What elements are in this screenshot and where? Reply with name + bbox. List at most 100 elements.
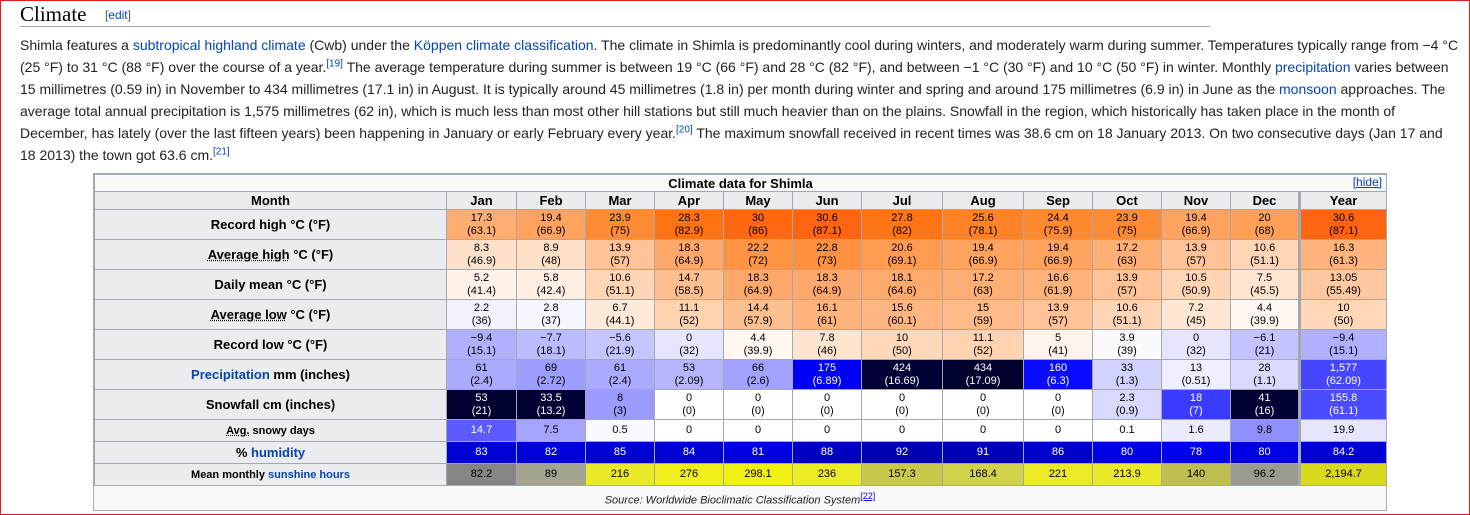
cell-metric: 5.8 [543, 271, 559, 284]
cell-imperial: (2.6) [746, 374, 770, 387]
cell-precipitation-nov: 13 (0.51) [1161, 359, 1231, 390]
cell-metric: 17.2 [1116, 241, 1138, 254]
cell-imperial: (2.72) [536, 374, 566, 387]
cell-metric: 15 [976, 301, 990, 314]
cell-average-low-year: 10 (50) [1297, 299, 1388, 330]
cell-daily-mean-may: 18.3 (64.9) [723, 269, 793, 300]
cell-metric: 66 [751, 361, 765, 374]
cell-sunshine-jul: 157.3 [861, 463, 943, 486]
row-label-humidity: % humidity [94, 441, 447, 464]
cell-imperial: (52) [973, 344, 993, 357]
link-precipitation-row[interactable]: Precipitation [191, 367, 270, 382]
cell-humidity-aug: 91 [942, 441, 1024, 464]
cell-record-high-nov: 19.4 (66.9) [1161, 209, 1231, 240]
cell-average-low-feb: 2.8 (37) [516, 299, 586, 330]
cell-metric: 8.3 [473, 241, 490, 254]
link-koppen-classification[interactable]: Köppen climate classification [413, 37, 594, 53]
row-snowy-days: Avg. snowy days 14.7 7.5 0.5 0 0 0 0 0 0 0.1 1.6 9.8… [94, 419, 1388, 442]
cell-imperial: (64.9) [812, 284, 842, 297]
section-heading: Climate [edit] [20, 2, 1210, 27]
cell-metric: 53 [682, 361, 696, 374]
hide-toggle[interactable]: [hide] [1352, 175, 1383, 190]
cell-average-high-sep: 19.4 (66.9) [1023, 239, 1093, 270]
cell-metric: 7.8 [819, 331, 835, 344]
text-run: varies between 15 millimetres (0.59 in) … [20, 59, 1449, 97]
cell-imperial: (21) [1254, 344, 1275, 357]
text-run: The average temperature during summer is… [342, 59, 1275, 75]
cell-record-low-mar: −5.6 (21.9) [585, 329, 655, 360]
month-header-may: May [723, 191, 793, 210]
cell-metric: 13.9 [1116, 271, 1138, 284]
edit-link[interactable]: edit [108, 8, 128, 22]
source-note: Source: Worldwide Bioclimatic Classifica… [94, 491, 1386, 507]
cell-metric: 18.1 [891, 271, 913, 284]
cell-imperial: (68) [1254, 224, 1275, 237]
cell-metric: 0 [1054, 391, 1062, 404]
cell-metric: 4.4 [1256, 301, 1273, 314]
link-subtropical-highland-climate[interactable]: subtropical highland climate [132, 37, 306, 53]
cell-record-low-sep: 5 (41) [1023, 329, 1093, 360]
cell-metric: 155.8 [1329, 391, 1358, 404]
cell-metric: 23.9 [609, 211, 631, 224]
cell-imperial: (0.9) [1115, 404, 1139, 417]
cell-record-high-dec: 20 (68) [1230, 209, 1300, 240]
cell-imperial: (59) [973, 314, 993, 327]
cell-average-high-mar: 13.9 (57) [585, 239, 655, 270]
cell-precipitation-sep: 160 (6.3) [1023, 359, 1093, 390]
cell-sunshine-aug: 168.4 [942, 463, 1024, 486]
cell-metric: 0 [1192, 331, 1200, 344]
text-run: Shimla features a [20, 37, 133, 53]
cell-metric: 0 [823, 391, 831, 404]
cell-record-low-dec: −6.1 (21) [1230, 329, 1300, 360]
cell-metric: 16.1 [816, 301, 838, 314]
cell-metric: 10.5 [1185, 271, 1207, 284]
citation-22[interactable]: [22] [860, 491, 876, 502]
citation-21[interactable]: [21] [213, 146, 230, 158]
cell-snowfall-oct: 2.3 (0.9) [1092, 389, 1162, 420]
cell-imperial: (1.3) [1115, 374, 1139, 387]
cell-snowy-days-may: 0 [723, 419, 793, 442]
cell-metric: 10 [895, 331, 909, 344]
cell-imperial: (6.3) [1046, 374, 1070, 387]
cell-imperial: (13.2) [536, 404, 566, 417]
cell-metric: −9.4 [1332, 331, 1355, 344]
cell-record-high-mar: 23.9 (75) [585, 209, 655, 240]
cell-metric: 61 [475, 361, 488, 374]
link-humidity[interactable]: humidity [251, 445, 306, 460]
cell-imperial: (0) [895, 404, 909, 417]
cell-metric: 19.4 [540, 211, 562, 224]
link-precipitation[interactable]: precipitation [1274, 59, 1351, 75]
cell-sunshine-feb: 89 [516, 463, 586, 486]
cell-snowfall-nov: 18 (7) [1161, 389, 1231, 420]
cell-sunshine-may: 298.1 [723, 463, 793, 486]
citation-19[interactable]: [19] [326, 58, 343, 70]
cell-average-high-aug: 19.4 (66.9) [942, 239, 1024, 270]
cell-metric: −9.4 [470, 331, 493, 344]
cell-daily-mean-jan: 5.2 (41.4) [446, 269, 517, 300]
cell-snowy-days-sep: 0 [1023, 419, 1093, 442]
citation-20[interactable]: [20] [676, 124, 693, 136]
caption-text: Climate data for Shimla [668, 175, 813, 191]
cell-snowy-days-aug: 0 [942, 419, 1024, 442]
cell-metric: 10.6 [1253, 241, 1276, 254]
cell-humidity-jul: 92 [861, 441, 943, 464]
cell-imperial: (87.1) [812, 224, 842, 237]
cell-metric: 14.4 [747, 301, 769, 314]
link-monsoon[interactable]: monsoon [1279, 81, 1337, 97]
month-header-row: Month Jan Feb Mar Apr May Jun Jul Aug Sep Oct Nov D… [94, 191, 1388, 210]
cell-metric: −6.1 [1253, 331, 1276, 344]
cell-imperial: (72) [748, 254, 768, 267]
cell-snowfall-aug: 0 (0) [942, 389, 1024, 420]
cell-metric: −5.6 [609, 331, 631, 344]
cell-imperial: (64.9) [743, 284, 773, 297]
link-sunshine[interactable]: sunshine hours [268, 468, 350, 481]
cell-metric: 424 [892, 361, 912, 374]
cell-average-high-may: 22.2 (72) [723, 239, 793, 270]
table-body: Record high °C (°F) 17.3 (63.1) 19.4 (66.9) 2… [94, 209, 1388, 486]
cell-imperial: (2.09) [674, 374, 704, 387]
cell-average-high-apr: 18.3 (64.9) [654, 239, 724, 270]
cell-sunshine-nov: 140 [1161, 463, 1231, 486]
text-run: . The climate in Shimla is predominantly… [20, 37, 1459, 75]
cell-imperial: (45.5) [1250, 284, 1279, 297]
row-label-abbr: Avg. [226, 424, 250, 437]
